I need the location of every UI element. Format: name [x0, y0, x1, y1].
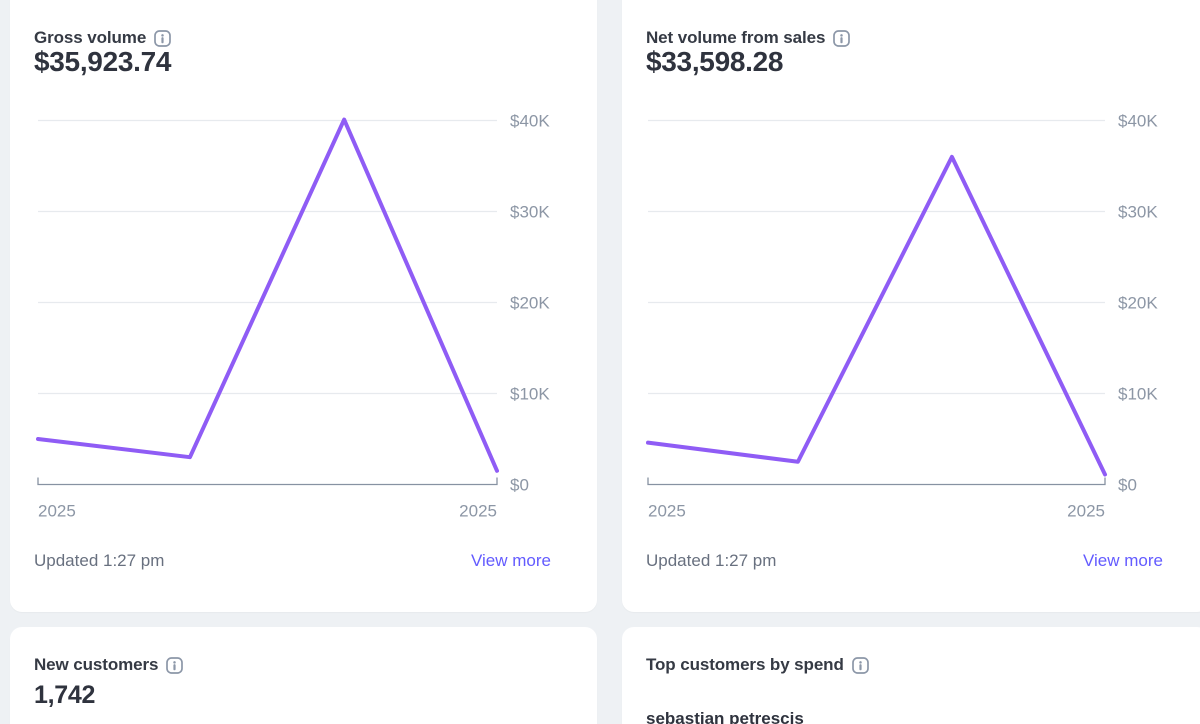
- net-volume-title-row: Net volume from sales: [646, 28, 851, 48]
- y-tick-labels: $0 $10K $20K $30K $40K: [1118, 112, 1158, 495]
- x-axis-line: [647, 477, 1106, 486]
- x-axis-label: 2025: [1067, 502, 1105, 521]
- gross-volume-footer: Updated 1:27 pm View more: [34, 550, 551, 572]
- y-tick-label: $40K: [1118, 112, 1158, 131]
- y-tick-label: $40K: [510, 112, 550, 131]
- updated-timestamp: Updated 1:27 pm: [646, 551, 777, 570]
- y-tick-label: $0: [510, 476, 529, 495]
- customer-list-item[interactable]: sebastian petrescis: [646, 709, 804, 724]
- net-volume-value: $33,598.28: [646, 46, 784, 77]
- y-tick-label: $20K: [510, 294, 550, 313]
- top-customers-title: Top customers by spend: [646, 655, 844, 674]
- net-volume-title: Net volume from sales: [646, 28, 826, 47]
- series-line: [646, 154, 1107, 477]
- x-axis-labels: 2025 2025: [38, 502, 497, 521]
- gross-volume-chart: $0 $10K $20K $30K $40K 2025 2025: [36, 112, 550, 521]
- net-volume-footer: Updated 1:27 pm View more: [646, 550, 1163, 572]
- series-line: [36, 117, 499, 473]
- net-volume-card: $0 $10K $20K $30K $40K 2025 2025 Net volume fr…: [622, 0, 1200, 612]
- new-customers-title-row: New customers: [34, 655, 184, 675]
- new-customers-card: New customers 1,742: [10, 627, 597, 724]
- info-icon[interactable]: [833, 30, 851, 47]
- y-tick-label: $0: [1118, 476, 1137, 495]
- gridlines: [38, 119, 497, 395]
- new-customers-value: 1,742: [34, 681, 96, 709]
- gridlines: [648, 119, 1105, 395]
- y-tick-label: $10K: [510, 385, 550, 404]
- net-volume-chart: $0 $10K $20K $30K $40K 2025 2025: [646, 112, 1158, 521]
- x-axis-label: 2025: [459, 502, 497, 521]
- gross-volume-value: $35,923.74: [34, 46, 172, 77]
- y-tick-label: $30K: [510, 203, 550, 222]
- info-icon[interactable]: [851, 657, 869, 674]
- x-axis-line: [37, 477, 498, 486]
- y-tick-label: $30K: [1118, 203, 1158, 222]
- updated-timestamp: Updated 1:27 pm: [34, 551, 165, 570]
- info-icon[interactable]: [166, 657, 184, 674]
- y-tick-label: $10K: [1118, 385, 1158, 404]
- gross-volume-card: $0 $10K $20K $30K $40K 2025 2025 Gross volume …: [10, 0, 597, 612]
- top-customers-title-row: Top customers by spend: [646, 655, 869, 675]
- view-more-link[interactable]: View more: [471, 551, 551, 570]
- top-customers-card: Top customers by spend sebastian petresc…: [622, 627, 1200, 724]
- info-icon[interactable]: [154, 30, 172, 47]
- y-tick-label: $20K: [1118, 294, 1158, 313]
- view-more-link[interactable]: View more: [1083, 551, 1163, 570]
- gross-volume-title: Gross volume: [34, 28, 147, 47]
- y-tick-labels: $0 $10K $20K $30K $40K: [510, 112, 550, 495]
- x-axis-label: 2025: [38, 502, 76, 521]
- gross-volume-title-row: Gross volume: [34, 28, 172, 48]
- x-axis-label: 2025: [648, 502, 686, 521]
- x-axis-labels: 2025 2025: [648, 502, 1105, 521]
- new-customers-title: New customers: [34, 655, 159, 674]
